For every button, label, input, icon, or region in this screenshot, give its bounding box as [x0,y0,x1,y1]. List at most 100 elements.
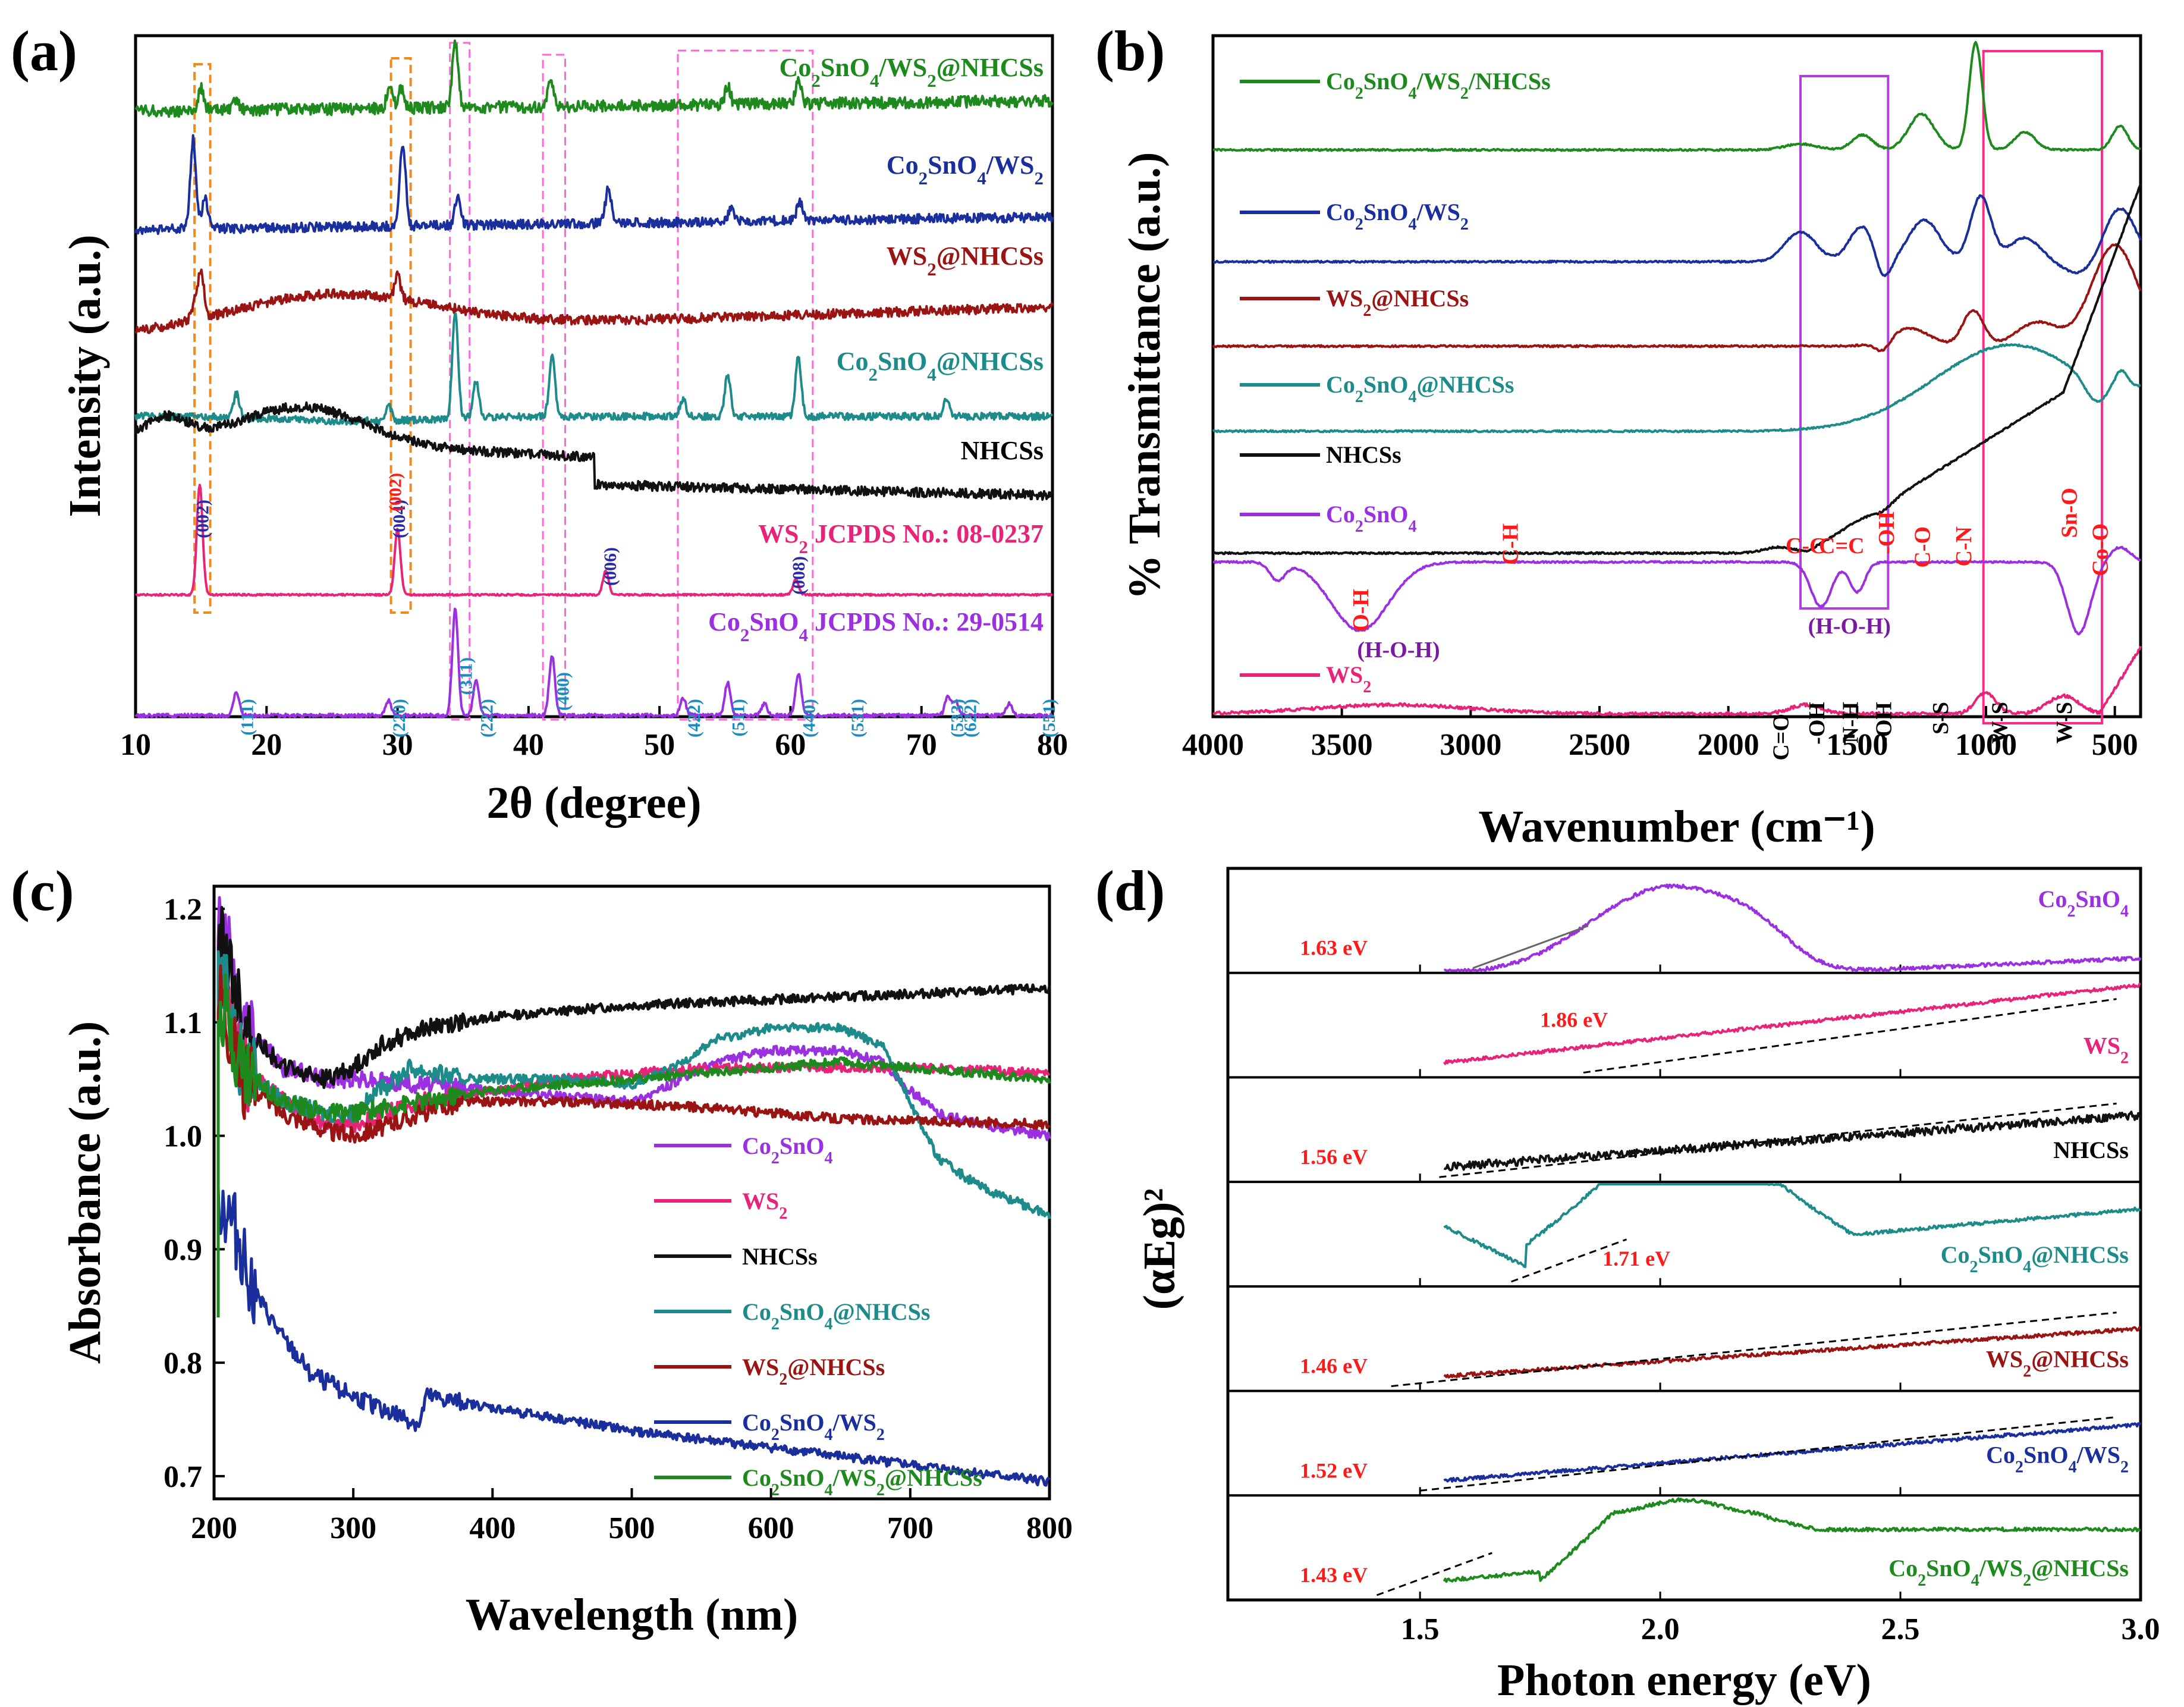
xtick-label-b: 1000 [1955,728,2017,762]
plane-label-co2sno4: (422) [684,699,704,738]
tauc-trace-6 [1443,1497,2141,1583]
legend-a-4: NHCSs [961,436,1044,465]
xtick-label-d: 2.0 [1641,1612,1680,1646]
panel-label-d: (d) [1095,859,1165,922]
legend-c-0: Co2SnO4 [742,1132,833,1168]
panel-label-c: (c) [11,859,74,922]
xtick-label-d: 1.5 [1401,1612,1440,1646]
y-axis-title-d: (αEg)² [1135,1188,1184,1310]
legend-b-0: Co2SnO4/WS2/NHCSs [1326,68,1551,103]
highlight-box-orange [193,63,212,614]
highlight-box-pink [677,49,814,721]
plane-label-co2sno4: (222) [477,699,497,738]
tangent-line [1439,1102,2117,1178]
plot-a-frame [134,34,1054,718]
legend-a-2: WS2@NHCSs [887,241,1044,280]
ftir-trace-0 [1212,40,2142,152]
band-gap-label: 1.63 eV [1300,936,1368,960]
legend-c-3: Co2SnO4@NHCSs [742,1298,930,1333]
x-axis-title-d: Photon energy (eV) [1497,1655,1871,1705]
highlight-box-orange [389,57,412,614]
tauc-trace-2 [1443,1110,2142,1172]
xrd-trace-0 [134,39,1054,118]
band-gap-label: 1.56 eV [1300,1145,1368,1169]
ftir-label-red: C-O [1910,526,1935,568]
ftir-label-black: -OH [1872,702,1897,745]
band-gap-label: 1.86 eV [1540,1008,1608,1031]
legend-b-2: WS2@NHCSs [1326,285,1469,320]
legend-c-6: Co2SnO4/WS2@NHCSs [742,1464,982,1499]
ytick-label-c: 0.8 [164,1347,202,1380]
x-axis-title-b: Wavenumber (cm⁻¹) [1478,802,1875,852]
band-gap-label: 1.71 eV [1602,1247,1670,1270]
panel-label-b: (b) [1095,19,1165,83]
ytick-label-c: 1.2 [164,893,202,927]
plane-label-co2sno4: (511) [729,699,749,736]
ftir-label-red: C=C [1819,534,1865,558]
xtick-label-a: 70 [906,728,937,762]
subplot-name-d-3: Co2SnO4@NHCSs [1941,1241,2129,1276]
legend-b-3: Co2SnO4@NHCSs [1326,371,1514,406]
xtick-label-c: 800 [1026,1511,1073,1545]
ftir-trace-4 [1212,183,2142,556]
band-gap-label: 1.52 eV [1300,1458,1368,1482]
plane-label-co2sno4: (440) [800,699,819,738]
tangent-line [1472,925,1589,969]
xtick-label-a: 80 [1037,728,1068,762]
uv-trace-5 [216,1185,1051,1487]
xtick-label-d: 2.5 [1881,1612,1920,1646]
plane-label-ws2: (008) [789,556,809,595]
xtick-label-b: 2000 [1698,728,1759,762]
tangent-line [1391,1311,2117,1388]
xtick-label-a: 50 [644,728,675,762]
subplot-name-d-6: Co2SnO4/WS2@NHCSs [1888,1555,2129,1590]
ftir-label-red: C-C [1786,534,1826,558]
xtick-label-b: 1500 [1826,728,1888,762]
ftir-label-black: W-S [1988,702,2013,743]
legend-a-0: Co2SnO4/WS2@NHCSs [780,53,1044,91]
xtick-label-b: 2500 [1569,728,1630,762]
highlight-box-pink [542,54,567,721]
plane-label-co2sno4: (533) [948,699,967,738]
subplot-name-d-2: NHCSs [2053,1137,2129,1163]
ytick-label-c: 1.0 [164,1120,202,1154]
ytick-label-c: 0.7 [164,1460,202,1494]
xtick-label-b: 3500 [1311,728,1373,762]
plane-label-co2sno4: (220) [389,699,409,738]
ftir-label-purple: (H-O-H) [1808,614,1891,639]
panel-label-a: (a) [11,19,77,83]
subplot-name-d-4: WS2@NHCSs [1986,1346,2129,1381]
ftir-label-black: W-S [2052,702,2077,743]
plane-label-ws2: (006) [601,547,620,586]
ytick-label-c: 0.9 [164,1233,202,1267]
tangent-line [1511,1238,1627,1283]
plane-label-co2sno4: (531) [848,699,868,738]
xrd-trace-4 [134,401,1054,501]
tangent-line [1376,1552,1492,1596]
xtick-label-a: 60 [775,728,806,762]
y-axis-title-a: Intensity (a.u.) [60,234,110,517]
xtick-label-c: 700 [887,1511,934,1545]
ftir-label-red: O-H [1349,589,1374,632]
ftir-label-red: Co-O [2088,523,2113,576]
xtick-label-a: 30 [382,728,413,762]
uv-trace-2 [216,906,1051,1317]
xtick-label-c: 400 [469,1511,516,1545]
xtick-label-c: 500 [609,1511,655,1545]
legend-c-2: NHCSs [742,1243,818,1270]
xrd-trace-1 [134,134,1054,236]
x-axis-title-a: 2θ (degree) [486,778,701,828]
tangent-line [1583,998,2117,1074]
ftir-label-black: C=O [1768,714,1793,761]
xrd-trace-5 [135,484,1054,597]
xtick-label-a: 10 [120,728,151,762]
tauc-trace-3 [1443,1183,2142,1268]
ftir-trace-3 [1212,343,2141,434]
xtick-label-c: 300 [330,1511,376,1545]
ftir-trace-6 [1212,645,2142,717]
legend-b-5: Co2SnO4 [1326,501,1417,536]
plot-b-frame [1211,34,2142,718]
ftir-label-black: -OH [1805,702,1830,745]
xtick-label-d: 3.0 [2122,1612,2160,1646]
